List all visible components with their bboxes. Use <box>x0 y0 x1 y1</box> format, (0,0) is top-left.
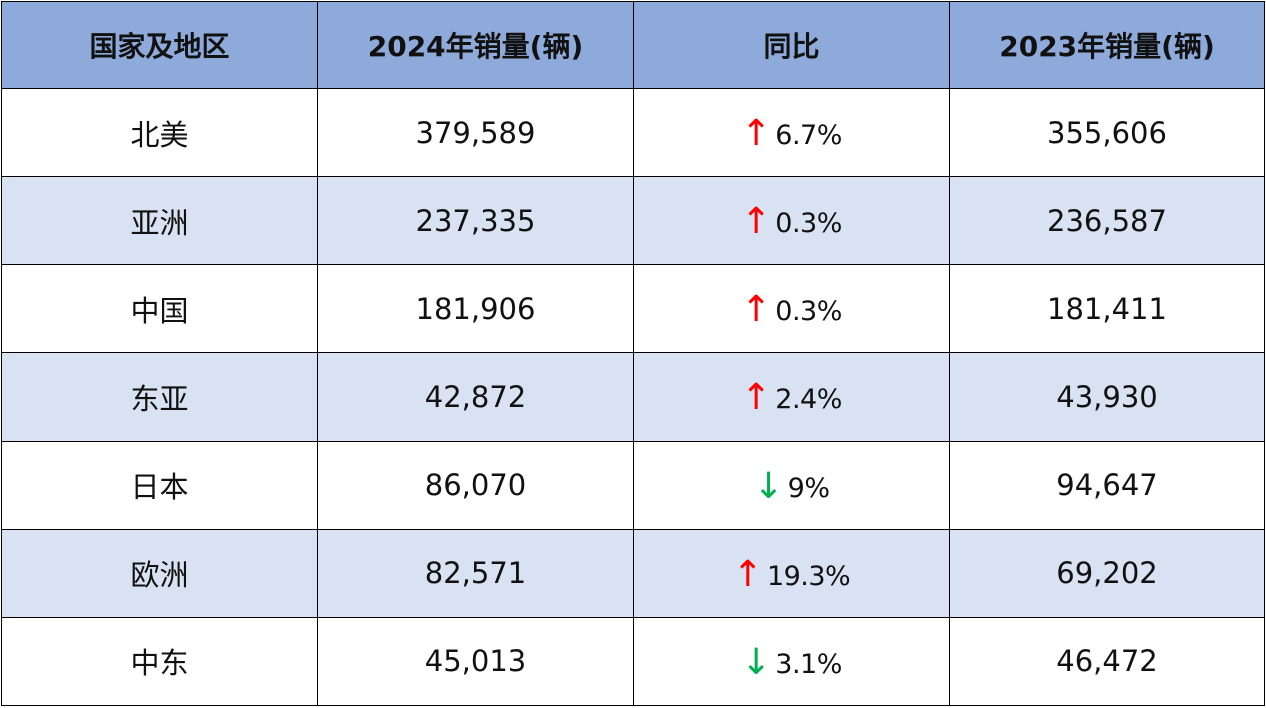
cell-region: 北美 <box>1 87 318 178</box>
table-body: 北美 379,589 ↑ 6.7% 355,606 亚洲 237,335 ↑ 0.3% 236,5… <box>1 87 1265 707</box>
cell-sales-2023: 43,930 <box>949 352 1265 442</box>
cell-sales-2023: 94,647 <box>949 440 1265 530</box>
header-sales-2024: 2024年销量(辆) <box>317 1 634 89</box>
cell-yoy: ↑ 6.7% <box>633 87 950 178</box>
cell-region: 东亚 <box>1 352 318 442</box>
table-row: 中国 181,906 ↑ 0.3% 181,411 <box>1 264 1265 354</box>
cell-yoy: ↑ 0.3% <box>633 264 950 354</box>
table-header: 国家及地区 2024年销量(辆) 同比 2023年销量(辆) <box>1 1 1265 89</box>
yoy-value: 19.3% <box>766 560 851 592</box>
cell-sales-2024: 181,906 <box>317 264 634 354</box>
arrow-up-icon: ↑ <box>741 113 772 155</box>
header-sales-2023: 2023年销量(辆) <box>949 1 1265 89</box>
yoy-value: 0.3% <box>775 208 842 240</box>
table-row: 欧洲 82,571 ↑ 19.3% 69,202 <box>1 528 1265 618</box>
cell-region: 欧洲 <box>1 528 318 618</box>
arrow-down-icon: ↓ <box>741 641 772 683</box>
header-yoy: 同比 <box>633 1 950 89</box>
table-row: 亚洲 237,335 ↑ 0.3% 236,587 <box>1 176 1265 266</box>
arrow-down-icon: ↓ <box>753 465 784 507</box>
header-row: 国家及地区 2024年销量(辆) 同比 2023年销量(辆) <box>1 1 1265 89</box>
yoy-value: 2.4% <box>775 384 842 416</box>
cell-region: 中东 <box>1 616 318 707</box>
cell-yoy: ↑ 19.3% <box>633 528 950 618</box>
cell-sales-2023: 236,587 <box>949 176 1265 266</box>
cell-sales-2024: 379,589 <box>317 87 634 178</box>
cell-yoy: ↑ 0.3% <box>633 176 950 266</box>
table-row: 中东 45,013 ↓ 3.1% 46,472 <box>1 616 1265 707</box>
arrow-up-icon: ↑ <box>741 289 772 331</box>
cell-sales-2023: 46,472 <box>949 616 1265 707</box>
cell-sales-2024: 42,872 <box>317 352 634 442</box>
yoy-value: 9% <box>787 472 830 504</box>
table-row: 日本 86,070 ↓ 9% 94,647 <box>1 440 1265 530</box>
arrow-up-icon: ↑ <box>741 201 772 243</box>
cell-sales-2024: 82,571 <box>317 528 634 618</box>
arrow-up-icon: ↑ <box>741 377 772 419</box>
cell-sales-2024: 237,335 <box>317 176 634 266</box>
cell-sales-2023: 181,411 <box>949 264 1265 354</box>
cell-sales-2024: 86,070 <box>317 440 634 530</box>
cell-yoy: ↓ 3.1% <box>633 616 950 707</box>
cell-sales-2023: 355,606 <box>949 87 1265 178</box>
yoy-value: 0.3% <box>775 296 842 328</box>
cell-yoy: ↑ 2.4% <box>633 352 950 442</box>
yoy-value: 3.1% <box>775 648 842 680</box>
cell-yoy: ↓ 9% <box>633 440 950 530</box>
cell-sales-2023: 69,202 <box>949 528 1265 618</box>
cell-sales-2024: 45,013 <box>317 616 634 707</box>
cell-region: 亚洲 <box>1 176 318 266</box>
header-region: 国家及地区 <box>1 1 318 89</box>
table-row: 北美 379,589 ↑ 6.7% 355,606 <box>1 87 1265 178</box>
arrow-up-icon: ↑ <box>732 553 763 595</box>
cell-region: 日本 <box>1 440 318 530</box>
cell-region: 中国 <box>1 264 318 354</box>
table-row: 东亚 42,872 ↑ 2.4% 43,930 <box>1 352 1265 442</box>
yoy-value: 6.7% <box>775 120 842 152</box>
